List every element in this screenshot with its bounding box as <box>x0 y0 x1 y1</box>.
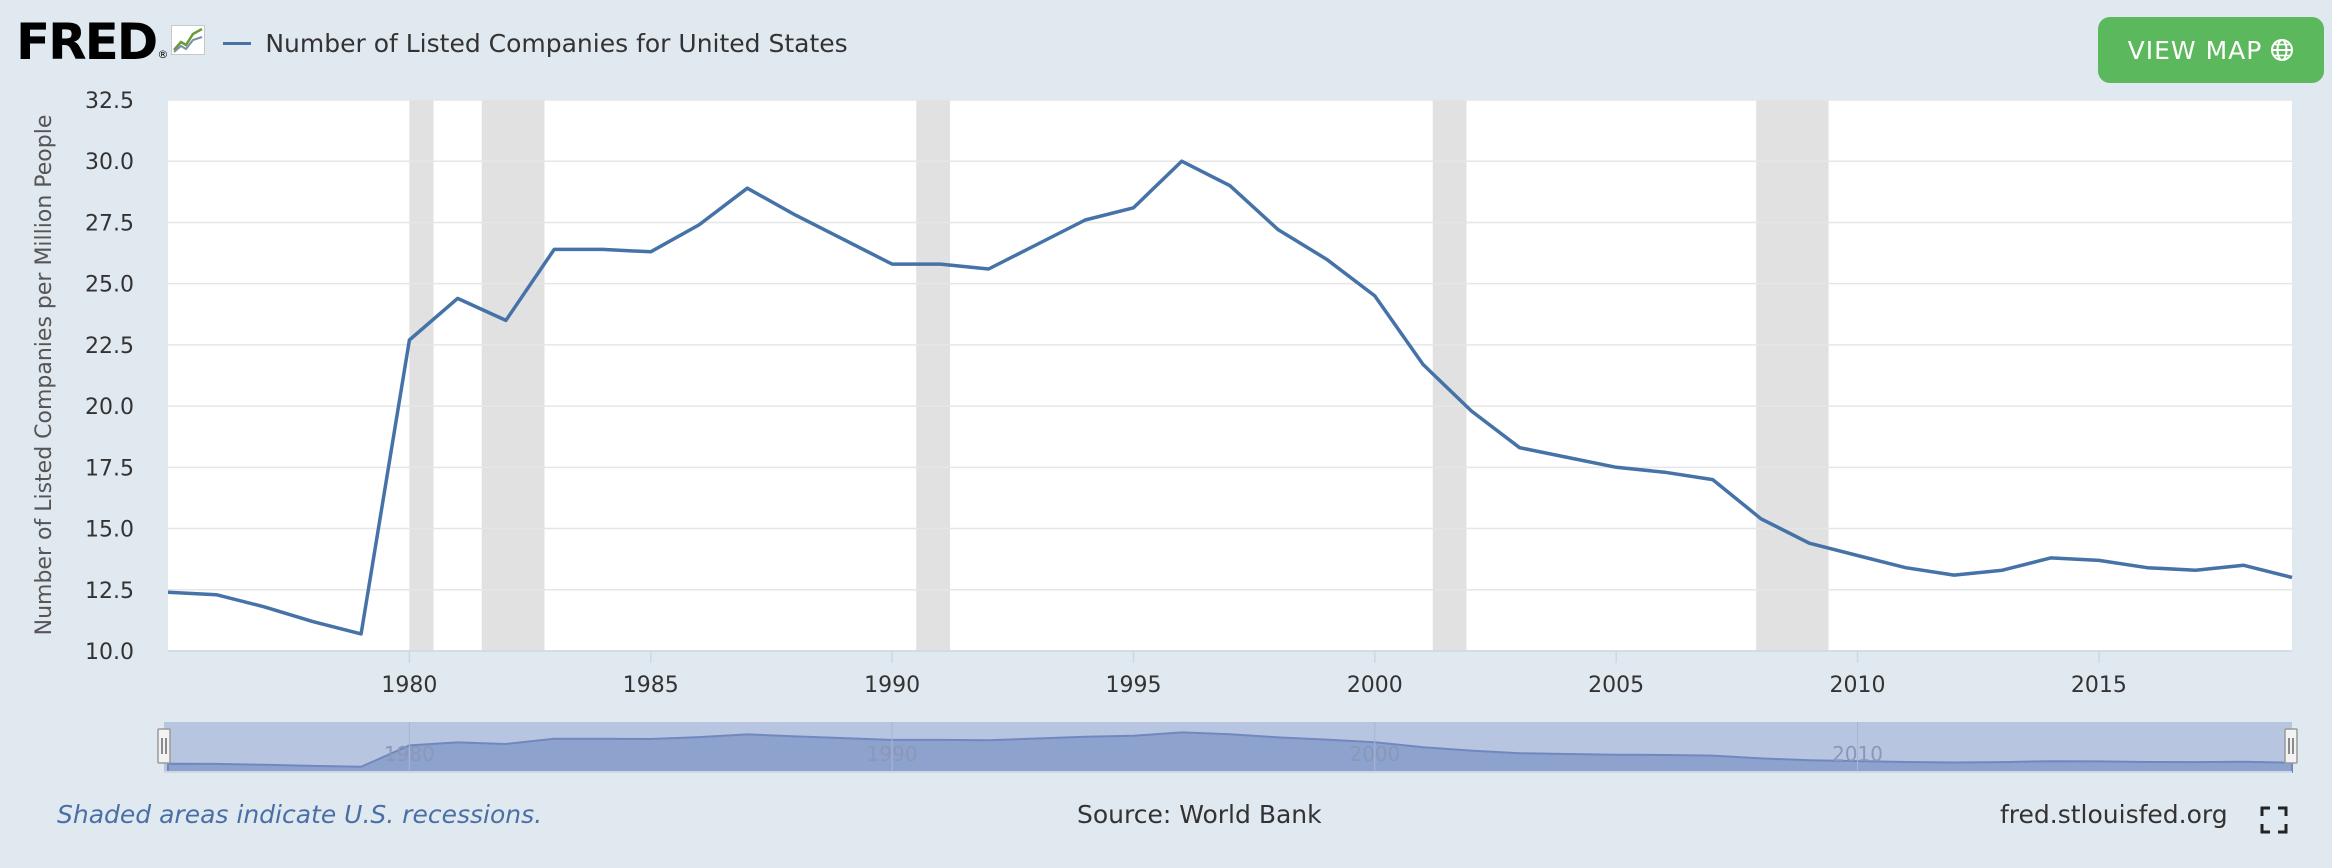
y-tick-label: 32.5 <box>85 89 134 114</box>
recession-band-1 <box>409 100 434 651</box>
y-tick-label: 25.0 <box>85 273 134 298</box>
y-tick-label: 22.5 <box>85 334 134 359</box>
recession-band-2 <box>481 100 545 651</box>
navigator-tick-label: 1990 <box>867 742 918 766</box>
y-tick-label: 15.0 <box>85 518 134 543</box>
data-point <box>600 246 606 252</box>
globe-icon <box>2271 39 2294 61</box>
view-map-button[interactable]: VIEW MAP <box>2098 17 2324 83</box>
data-point <box>1903 565 1909 571</box>
y-axis-ticks: 10.0 12.5 15.0 17.5 20.0 22.5 25.0 27.5 30.0 32.5 <box>85 89 134 665</box>
data-point <box>1806 540 1812 546</box>
data-point <box>406 337 412 343</box>
x-tick-label: 1985 <box>623 673 679 698</box>
data-point <box>841 237 847 243</box>
data-point <box>696 222 702 228</box>
data-point <box>503 317 509 323</box>
data-point <box>1034 242 1040 248</box>
trend-graph-icon <box>171 25 206 59</box>
data-point <box>1613 464 1619 470</box>
navigator-ticks: 1980 1990 2000 2010 <box>384 722 1883 772</box>
y-axis-title: Number of Listed Companies per Million P… <box>32 115 57 636</box>
data-point <box>2144 565 2150 571</box>
y-tick-label: 12.5 <box>85 579 134 604</box>
gridlines <box>168 99 2292 652</box>
registered-mark: ® <box>157 48 169 61</box>
data-point <box>1662 469 1668 475</box>
recession-note: Shaded areas indicate U.S. recessions. <box>57 800 543 829</box>
series-line[interactable] <box>167 159 2293 636</box>
data-point <box>1468 408 1474 414</box>
navigator-tick-label: 1980 <box>384 742 435 766</box>
data-point <box>1082 217 1088 223</box>
logo-text: FRED <box>16 13 158 71</box>
chart-header: FRED ® Number of Listed Companies for Un… <box>16 14 848 70</box>
data-point <box>2241 562 2247 568</box>
data-point <box>165 589 171 595</box>
recession-band-4 <box>1432 100 1467 651</box>
x-tick-label: 1980 <box>381 673 437 698</box>
data-point <box>262 604 268 610</box>
data-point <box>1324 256 1330 262</box>
y-tick-label: 17.5 <box>85 456 134 481</box>
x-tick-label: 2015 <box>2071 673 2127 698</box>
legend-swatch <box>223 41 252 45</box>
data-point <box>310 619 316 625</box>
navigator[interactable]: 1980 1990 2000 2010 <box>157 722 2298 773</box>
navigator-right-handle[interactable] <box>2284 728 2298 764</box>
y-tick-label: 20.0 <box>85 395 134 420</box>
recession-band-5 <box>1756 100 1829 651</box>
data-point <box>1372 293 1378 299</box>
source-label: Source: World Bank <box>1077 800 1322 829</box>
data-point <box>358 631 364 637</box>
data-point <box>1275 227 1281 233</box>
x-tick-label: 2005 <box>1588 673 1644 698</box>
fred-logo[interactable]: FRED ® <box>16 13 206 71</box>
data-point <box>213 592 219 598</box>
data-point <box>1179 158 1185 164</box>
y-tick-label: 10.0 <box>85 640 134 665</box>
recession-band-3 <box>916 100 951 651</box>
data-point <box>1951 572 1957 578</box>
navigator-tick-label: 2010 <box>1832 742 1883 766</box>
data-point <box>2289 575 2295 581</box>
data-point <box>1999 567 2005 573</box>
y-tick-label: 30.0 <box>85 150 134 175</box>
navigator-tick-label: 2000 <box>1349 742 1400 766</box>
data-point <box>648 249 654 255</box>
data-point <box>2096 557 2102 563</box>
fred-url[interactable]: fred.stlouisfed.org <box>2000 800 2228 829</box>
data-point <box>889 261 895 267</box>
legend-label: Number of Listed Companies for United St… <box>265 28 848 58</box>
view-map-label: VIEW MAP <box>2127 35 2263 65</box>
chart-legend[interactable]: Number of Listed Companies for United St… <box>223 28 848 58</box>
y-tick-label: 27.5 <box>85 211 134 236</box>
fullscreen-icon[interactable] <box>2260 806 2288 834</box>
x-tick-label: 1990 <box>864 673 920 698</box>
data-point <box>2048 555 2054 561</box>
data-point <box>551 246 557 252</box>
data-point <box>793 212 799 218</box>
data-point <box>1227 183 1233 189</box>
data-point <box>1710 477 1716 483</box>
data-point <box>937 261 943 267</box>
x-axis-ticks: 1980 1985 1990 1995 2000 2005 2010 2015 <box>381 651 2127 698</box>
data-point <box>1131 205 1137 211</box>
navigator-series-area <box>167 731 2293 773</box>
navigator-left-handle[interactable] <box>157 728 171 764</box>
x-tick-label: 2000 <box>1347 673 1403 698</box>
data-point <box>1565 455 1571 461</box>
data-point <box>1758 516 1764 522</box>
data-point <box>1855 553 1861 559</box>
recession-bands <box>409 100 1829 651</box>
data-point <box>744 185 750 191</box>
data-point <box>2193 567 2199 573</box>
x-tick-label: 2010 <box>1830 673 1886 698</box>
data-point <box>1517 445 1523 451</box>
data-point <box>1420 362 1426 368</box>
data-point <box>455 295 461 301</box>
x-tick-label: 1995 <box>1105 673 1161 698</box>
data-point <box>986 266 992 272</box>
